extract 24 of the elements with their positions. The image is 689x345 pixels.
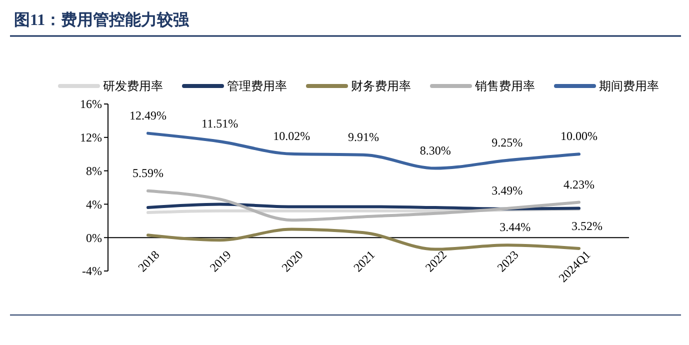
data-label: 12.49% xyxy=(130,108,166,122)
data-label: 9.25% xyxy=(492,135,523,150)
legend-label: 财务费用率 xyxy=(351,79,411,94)
y-tick-label: 8% xyxy=(86,164,102,178)
data-label: 5.59% xyxy=(132,166,164,180)
legend-label: 销售费用率 xyxy=(474,79,535,94)
data-label: 4.23% xyxy=(564,177,594,192)
y-tick-label: -4% xyxy=(82,264,102,278)
data-label: 8.30% xyxy=(420,143,451,158)
legend-label: 研发费用率 xyxy=(103,79,163,94)
legend-label: 管理费用率 xyxy=(227,79,287,94)
y-tick-label: 16% xyxy=(80,97,102,112)
data-label: 9.91% xyxy=(348,130,379,144)
y-tick-label: 12% xyxy=(80,130,102,145)
data-label: 3.52% xyxy=(572,219,602,234)
data-label: 3.49% xyxy=(492,183,523,198)
data-label: 10.00% xyxy=(560,129,598,144)
y-tick-label: 0% xyxy=(86,230,102,245)
chart-title: 图11：费用管控能力较强 xyxy=(14,11,190,29)
data-label: 11.51% xyxy=(202,116,238,130)
y-tick-label: 4% xyxy=(86,197,102,212)
data-label: 10.02% xyxy=(273,128,310,143)
legend-label: 期间费用率 xyxy=(599,79,659,94)
data-label: 3.44% xyxy=(500,220,531,234)
